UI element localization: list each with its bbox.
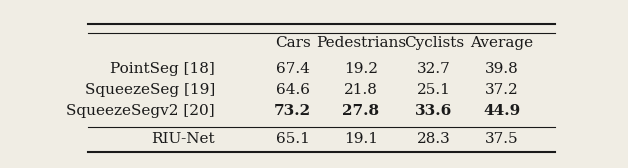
Text: Pedestrians: Pedestrians [316, 36, 406, 50]
Text: RIU-Net: RIU-Net [151, 132, 215, 146]
Text: Average: Average [470, 36, 534, 50]
Text: Cars: Cars [275, 36, 310, 50]
Text: 33.6: 33.6 [415, 104, 452, 118]
Text: 21.8: 21.8 [344, 83, 377, 97]
Text: 44.9: 44.9 [484, 104, 521, 118]
Text: 19.1: 19.1 [344, 132, 378, 146]
Text: 67.4: 67.4 [276, 62, 310, 76]
Text: 25.1: 25.1 [417, 83, 451, 97]
Text: 73.2: 73.2 [274, 104, 311, 118]
Text: Cyclists: Cyclists [404, 36, 464, 50]
Text: 64.6: 64.6 [276, 83, 310, 97]
Text: PointSeg [18]: PointSeg [18] [110, 62, 215, 76]
Text: 19.2: 19.2 [344, 62, 378, 76]
Text: 32.7: 32.7 [417, 62, 451, 76]
Text: 28.3: 28.3 [417, 132, 451, 146]
Text: 39.8: 39.8 [485, 62, 519, 76]
Text: SqueezeSeg [19]: SqueezeSeg [19] [85, 83, 215, 97]
Text: 65.1: 65.1 [276, 132, 310, 146]
Text: 37.2: 37.2 [485, 83, 519, 97]
Text: SqueezeSegv2 [20]: SqueezeSegv2 [20] [66, 104, 215, 118]
Text: 37.5: 37.5 [485, 132, 519, 146]
Text: 27.8: 27.8 [342, 104, 379, 118]
